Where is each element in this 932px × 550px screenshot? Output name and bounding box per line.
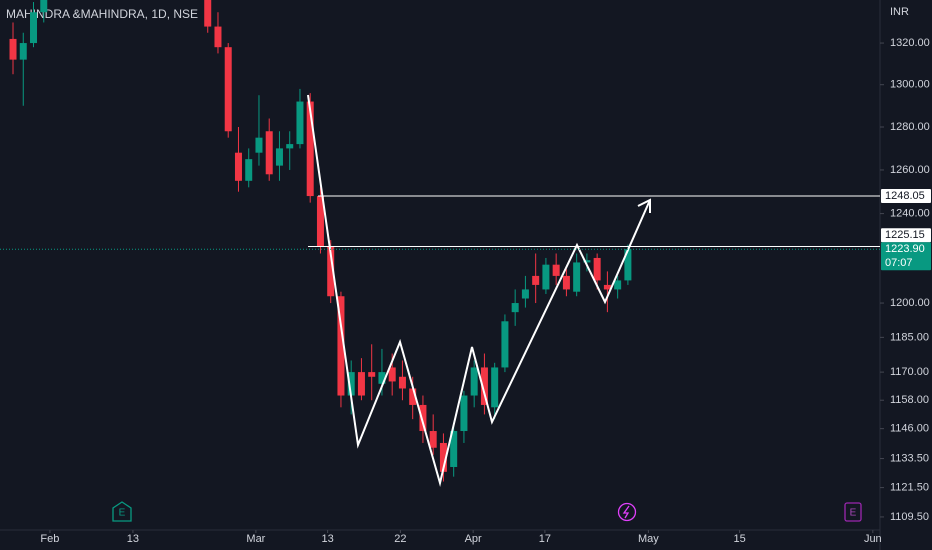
candle-body [532,275,540,285]
candle-body [480,367,488,405]
x-tick-label: Mar [246,533,265,545]
candle-body [357,372,365,396]
y-tick-label: 1240.00 [890,208,930,220]
y-tick-label: 1185.00 [890,331,929,343]
y-tick-label: 1320.00 [890,37,930,49]
countdown-label: 07:07 [885,257,913,269]
price-line-label: 1225.15 [885,229,925,241]
candle-body [521,289,529,299]
candle-body [337,296,345,396]
event-icons: E E [112,501,862,522]
last-price-label-bg [881,242,931,271]
x-tick-label: 17 [539,533,551,545]
candle-body [265,131,273,175]
last-price-label: 1223.90 [885,243,925,255]
x-tick-label: 13 [322,533,334,545]
dividend-icon [617,502,637,522]
candle-body [378,372,386,384]
candle-body [419,404,427,432]
y-tick-label: 1158.00 [890,394,929,406]
y-tick-label: 1121.50 [890,481,929,493]
candle-body [306,101,314,197]
candle-body [573,262,581,292]
price-line-label-bg [881,188,931,203]
candle-body [429,431,437,448]
x-tick-label: 22 [394,533,406,545]
x-tick-label: 13 [127,533,139,545]
candle-body [368,372,376,377]
y-tick-label: 1170.00 [890,366,929,378]
earnings-icon [112,501,132,522]
chart-title: MAHINDRA &MAHINDRA, 1D, NSE [6,7,198,21]
candle-body [460,395,468,432]
x-tick-label: Feb [40,533,59,545]
earnings-icon [844,502,862,522]
candle-body [439,442,447,472]
candle-body [275,148,283,166]
y-tick-label: 1260.00 [890,164,930,176]
candle-body [214,26,222,48]
candle-body [9,38,17,60]
y-tick-label: 1300.00 [890,79,930,91]
price-line-label-bg [881,228,931,243]
candle-body [501,321,509,368]
earnings-label: E [119,508,126,519]
y-tick-label: 1146.00 [890,423,929,435]
x-tick-label: Apr [465,533,482,545]
candle-body [245,159,253,181]
candle-body [583,260,591,263]
candle-body [450,431,458,467]
candle-body [255,137,263,153]
x-tick-label: Jun [864,533,882,545]
candle-body [624,249,632,281]
candle-body [491,367,499,408]
pattern-drawing [307,94,651,487]
candle-body [562,275,570,290]
candle-body [316,196,324,247]
candle-body [388,367,396,382]
x-tick-label: May [638,533,659,545]
currency: INR [890,6,909,18]
y-tick-label: 1133.50 [890,452,929,464]
y-tick-label: 1280.00 [890,121,930,133]
arrow-head [637,198,651,213]
candle-body [286,144,294,149]
candle-body [224,47,232,132]
candle-body [552,264,560,276]
candle-body [470,367,478,396]
candle-body [593,257,601,281]
candle-body [204,0,212,27]
x-tick-label: 15 [733,533,745,545]
candle-body [542,264,550,290]
candles [9,0,632,482]
candle-body [409,388,417,405]
candle-body [296,101,304,145]
candle-body [347,372,355,396]
y-tick-label: 1109.50 [890,511,929,523]
price-line-label: 1248.05 [885,190,925,202]
candle-body [398,376,406,389]
candle-body [19,43,27,60]
earnings-label: E [850,508,857,519]
candle-body [614,280,622,290]
candle-body [40,0,48,13]
candle-body [234,152,242,181]
zigzag [307,94,651,487]
candle-body [511,303,519,313]
candle-body [603,284,611,290]
candle-body [327,246,335,297]
candle-body [30,12,38,44]
y-tick-label: 1200.00 [890,297,930,309]
dividend-bolt [622,505,630,519]
